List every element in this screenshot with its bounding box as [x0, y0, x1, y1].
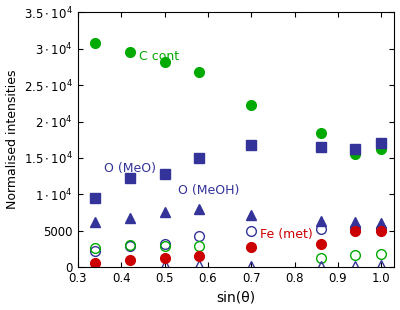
Y-axis label: Normalised intensities: Normalised intensities: [6, 70, 18, 210]
Text: O (MeOH): O (MeOH): [178, 184, 239, 197]
X-axis label: sin(θ): sin(θ): [216, 290, 256, 304]
Text: Fe (met): Fe (met): [260, 228, 313, 241]
Text: O (MeO): O (MeO): [104, 162, 156, 175]
Text: C cont: C cont: [138, 50, 179, 63]
